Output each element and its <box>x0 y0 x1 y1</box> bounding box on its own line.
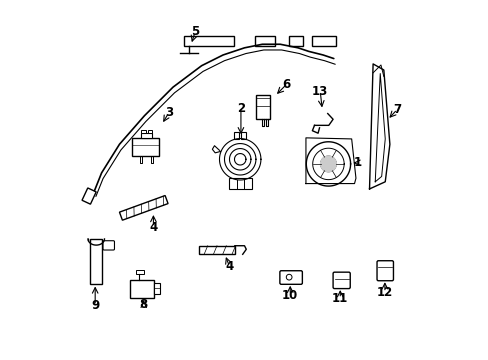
FancyBboxPatch shape <box>241 132 245 139</box>
Text: 2: 2 <box>236 102 244 115</box>
FancyBboxPatch shape <box>141 133 151 138</box>
FancyBboxPatch shape <box>376 261 393 281</box>
FancyBboxPatch shape <box>132 138 159 157</box>
Text: 6: 6 <box>282 78 290 91</box>
Polygon shape <box>119 195 168 220</box>
FancyBboxPatch shape <box>183 36 233 46</box>
FancyBboxPatch shape <box>136 270 143 274</box>
Text: 12: 12 <box>376 286 392 299</box>
FancyBboxPatch shape <box>141 130 145 133</box>
Text: 11: 11 <box>331 292 347 305</box>
Text: 4: 4 <box>149 221 157 234</box>
Text: 9: 9 <box>91 299 99 312</box>
FancyBboxPatch shape <box>228 178 251 189</box>
Text: 10: 10 <box>282 288 298 302</box>
FancyBboxPatch shape <box>255 36 274 46</box>
FancyBboxPatch shape <box>279 271 302 284</box>
Circle shape <box>320 156 336 172</box>
Text: 8: 8 <box>140 298 147 311</box>
Polygon shape <box>82 188 96 204</box>
FancyBboxPatch shape <box>255 95 270 119</box>
FancyBboxPatch shape <box>332 272 349 289</box>
Text: 5: 5 <box>191 25 199 38</box>
Text: 7: 7 <box>392 103 401 116</box>
Text: 3: 3 <box>164 106 172 120</box>
FancyBboxPatch shape <box>199 246 234 254</box>
FancyBboxPatch shape <box>312 36 335 46</box>
FancyBboxPatch shape <box>234 132 239 139</box>
FancyBboxPatch shape <box>130 280 154 298</box>
Text: 4: 4 <box>225 260 233 273</box>
FancyBboxPatch shape <box>288 36 302 46</box>
FancyBboxPatch shape <box>147 130 151 133</box>
Text: 13: 13 <box>311 85 327 98</box>
FancyBboxPatch shape <box>103 241 114 250</box>
FancyBboxPatch shape <box>90 239 102 284</box>
FancyBboxPatch shape <box>154 283 160 294</box>
Text: 1: 1 <box>353 156 362 169</box>
